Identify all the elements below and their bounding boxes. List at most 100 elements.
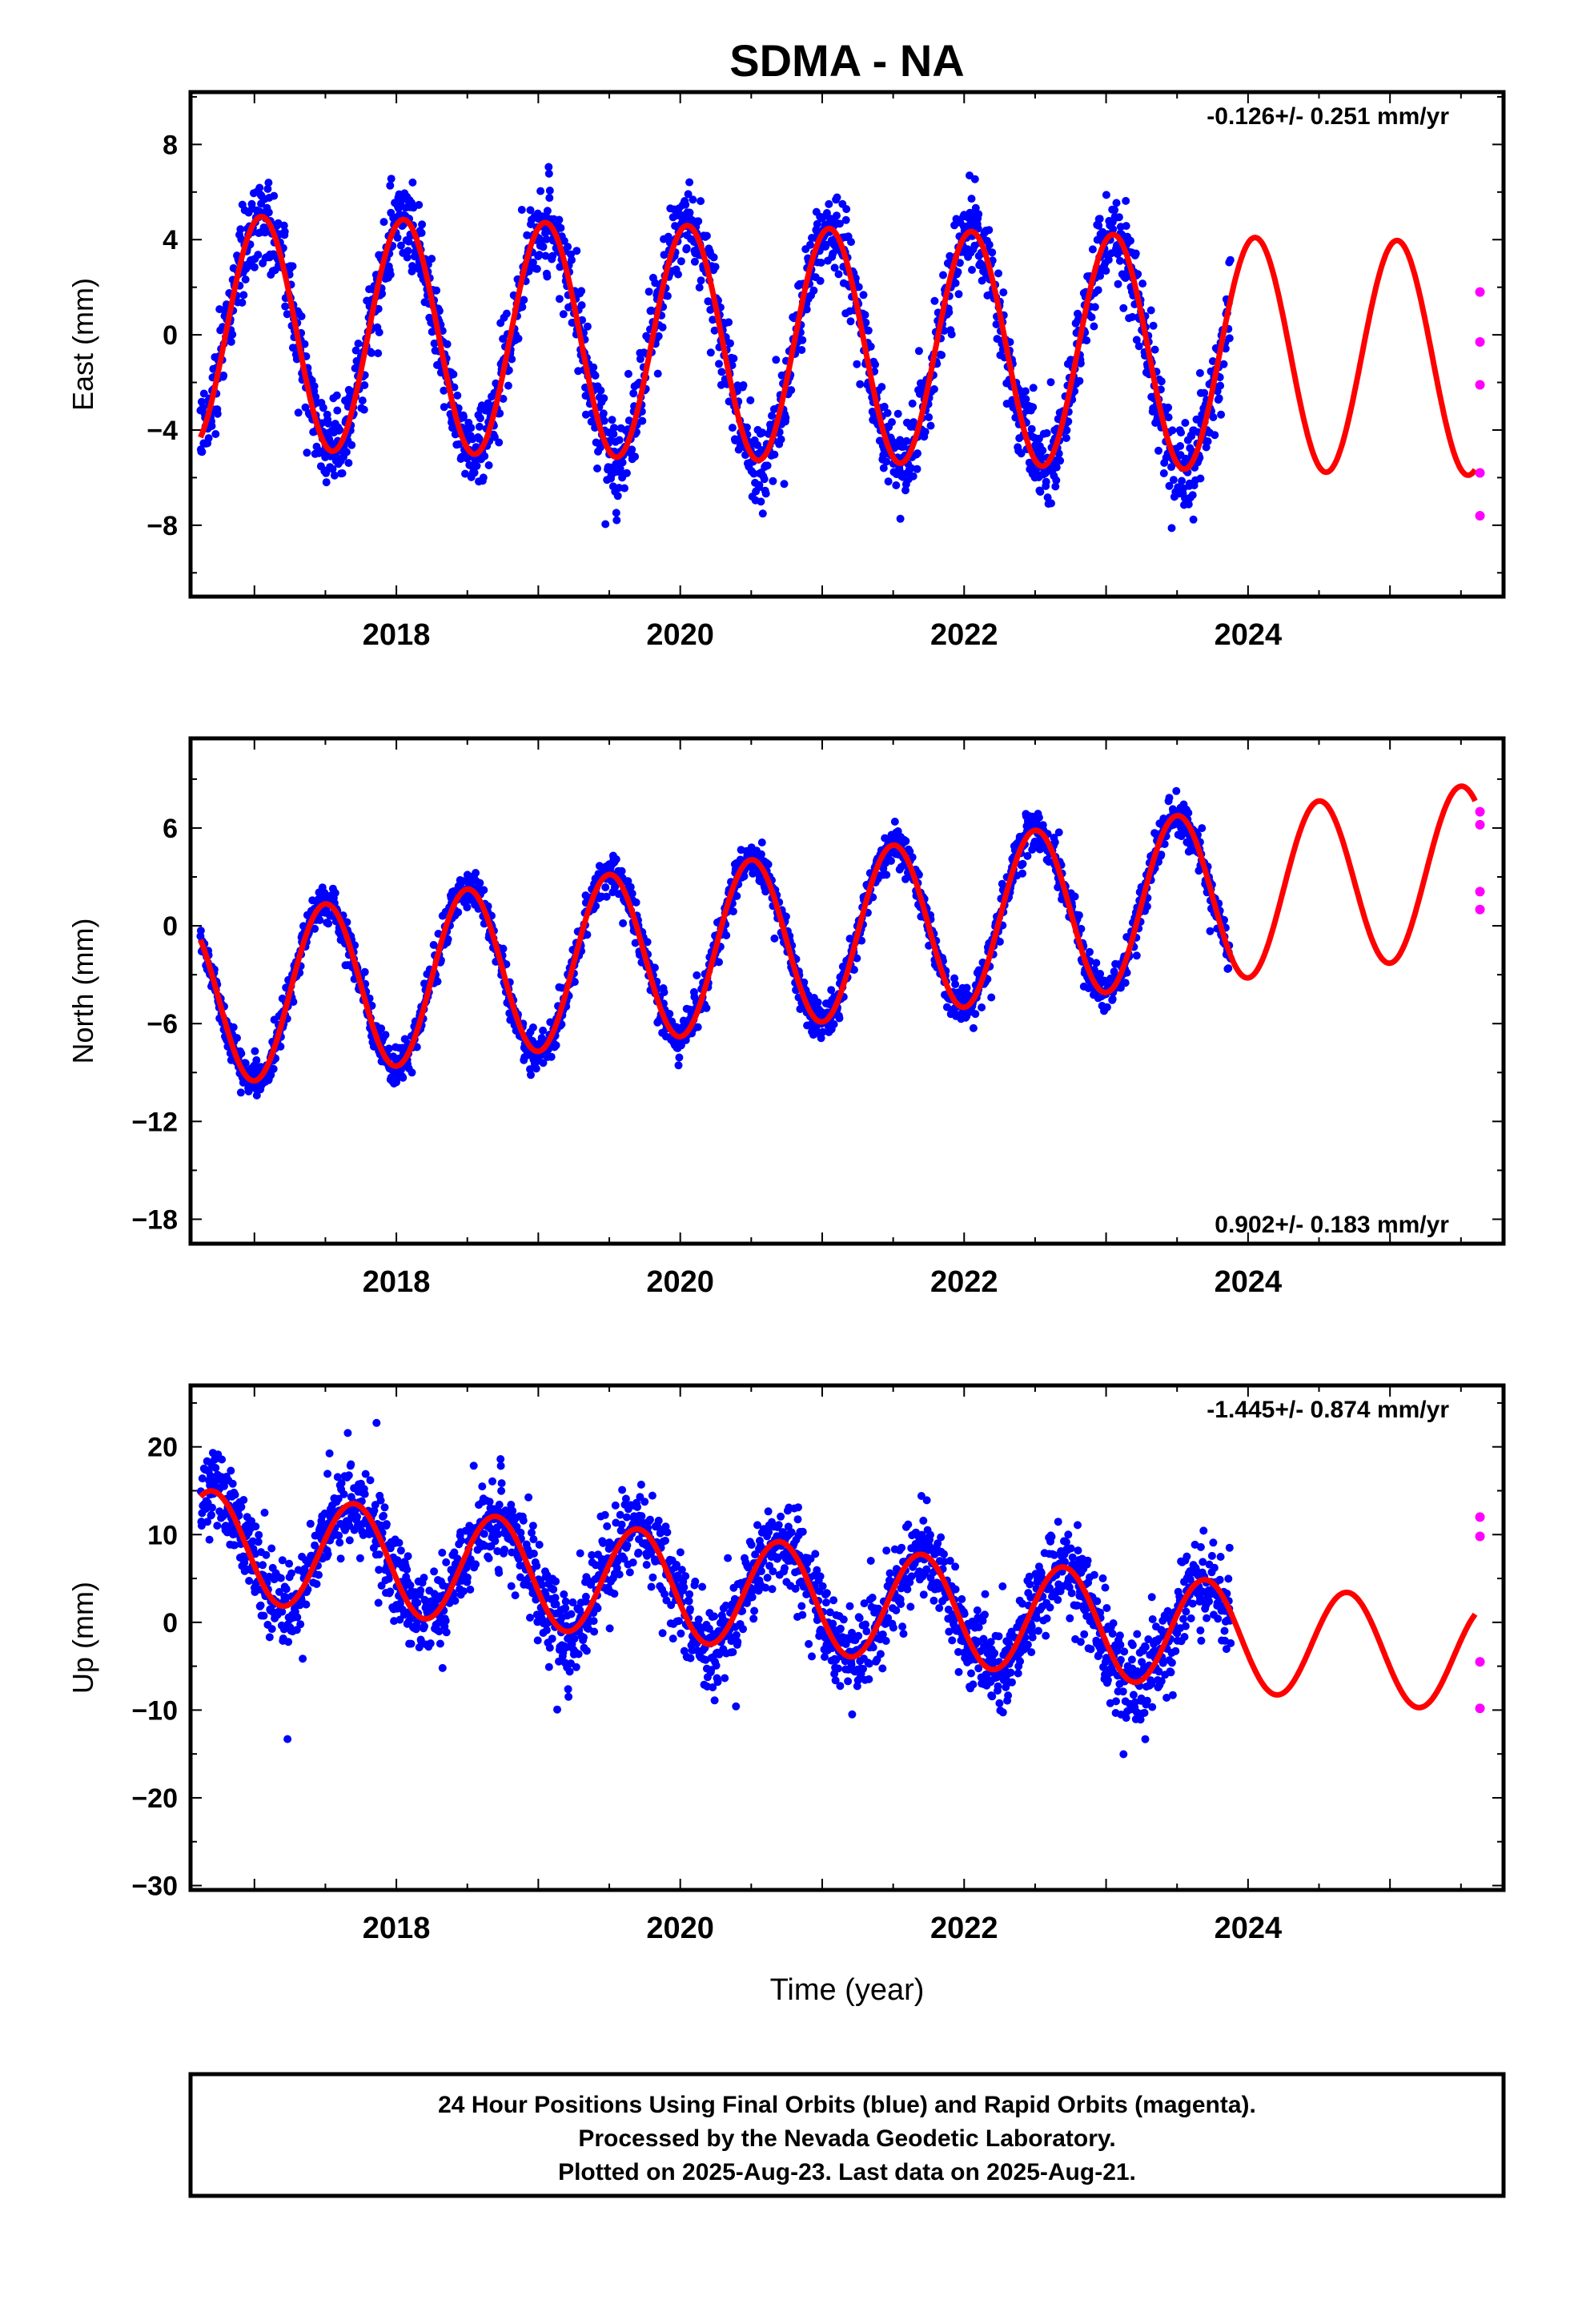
east-data-point bbox=[813, 227, 821, 235]
east-data-point bbox=[560, 236, 568, 245]
east-data-point bbox=[544, 163, 553, 171]
east-data-point bbox=[939, 271, 947, 279]
up-data-point bbox=[335, 1538, 344, 1547]
up-data-point bbox=[198, 1474, 207, 1483]
east-rapid-point bbox=[1475, 510, 1485, 521]
east-data-point bbox=[631, 452, 640, 461]
east-data-point bbox=[988, 248, 997, 257]
north-data-point bbox=[602, 892, 611, 901]
east-data-point bbox=[755, 480, 764, 489]
north-data-point bbox=[1206, 927, 1215, 935]
north-data-point bbox=[377, 1024, 386, 1033]
north-data-point bbox=[547, 1052, 556, 1061]
east-data-point bbox=[879, 464, 888, 472]
east-data-point bbox=[1109, 225, 1118, 234]
east-data-point bbox=[572, 247, 581, 255]
east-data-point bbox=[476, 414, 484, 423]
east-data-point bbox=[710, 326, 719, 335]
east-data-point bbox=[1062, 434, 1070, 442]
north-data-point bbox=[1224, 964, 1233, 973]
east-data-point bbox=[475, 422, 484, 431]
north-y-tick-label: −18 bbox=[131, 1204, 178, 1235]
east-data-point bbox=[301, 403, 310, 412]
north-data-point bbox=[408, 1068, 416, 1077]
east-data-point bbox=[1114, 279, 1122, 288]
east-data-point bbox=[985, 226, 994, 235]
east-data-point bbox=[612, 516, 621, 525]
east-data-point bbox=[802, 305, 811, 314]
east-data-point bbox=[825, 199, 833, 208]
up-data-point bbox=[220, 1482, 228, 1490]
east-data-point bbox=[780, 480, 789, 489]
up-y-tick-label: 10 bbox=[147, 1520, 178, 1550]
east-data-point bbox=[1150, 345, 1159, 354]
north-data-point bbox=[729, 907, 737, 916]
east-data-point bbox=[359, 405, 368, 414]
east-data-point bbox=[846, 317, 855, 326]
east-data-point bbox=[1051, 482, 1060, 491]
east-data-point bbox=[443, 340, 452, 348]
east-data-point bbox=[674, 270, 682, 279]
east-data-point bbox=[379, 218, 388, 227]
up-x-tick-label: 2022 bbox=[930, 1912, 998, 1945]
east-data-point bbox=[1104, 255, 1113, 264]
east-data-point bbox=[583, 322, 592, 331]
east-data-point bbox=[636, 355, 644, 364]
north-data-point bbox=[626, 883, 635, 891]
east-data-point bbox=[787, 386, 796, 395]
north-data-point bbox=[236, 1088, 245, 1097]
east-data-point bbox=[596, 443, 604, 452]
east-data-point bbox=[624, 369, 632, 378]
up-data-point bbox=[256, 1601, 265, 1610]
east-data-point bbox=[294, 408, 303, 417]
east-data-point bbox=[1132, 336, 1141, 344]
east-data-point bbox=[589, 363, 598, 372]
east-data-point bbox=[629, 389, 638, 398]
east-data-point bbox=[967, 195, 976, 203]
east-data-point bbox=[695, 283, 704, 292]
north-data-point bbox=[1092, 959, 1101, 967]
up-x-tick-label: 2024 bbox=[1215, 1912, 1283, 1945]
north-data-point bbox=[1157, 850, 1166, 859]
north-data-point bbox=[971, 1010, 980, 1019]
east-data-point bbox=[1216, 381, 1225, 390]
east-data-point bbox=[913, 449, 921, 458]
east-data-point bbox=[951, 279, 960, 287]
up-data-point bbox=[227, 1466, 235, 1475]
east-data-point bbox=[556, 223, 565, 232]
figure-title: SDMA - NA bbox=[729, 35, 964, 86]
north-data-point bbox=[528, 1023, 537, 1031]
east-data-point bbox=[197, 397, 206, 406]
east-data-point bbox=[908, 399, 917, 408]
east-data-point bbox=[620, 484, 628, 493]
north-data-point bbox=[1054, 828, 1063, 837]
east-data-point bbox=[532, 264, 541, 273]
east-data-point bbox=[596, 386, 605, 395]
east-data-point bbox=[728, 424, 737, 432]
east-data-point bbox=[777, 435, 785, 444]
east-data-point bbox=[760, 475, 769, 484]
east-data-point bbox=[344, 459, 353, 468]
north-data-point bbox=[978, 1003, 986, 1011]
east-data-point bbox=[847, 238, 855, 247]
up-data-point bbox=[336, 1554, 345, 1563]
up-data-point bbox=[197, 1522, 206, 1530]
north-data-point bbox=[276, 1042, 285, 1051]
east-data-point bbox=[968, 266, 976, 274]
east-data-point bbox=[1082, 336, 1091, 345]
north-y-tick-label: 0 bbox=[163, 911, 178, 942]
east-data-point bbox=[354, 340, 363, 348]
north-rapid-point bbox=[1475, 887, 1485, 897]
east-data-point bbox=[333, 406, 342, 415]
east-data-point bbox=[517, 206, 526, 214]
east-data-point bbox=[739, 381, 748, 389]
east-data-point bbox=[1119, 304, 1128, 312]
up-data-point bbox=[315, 1570, 323, 1579]
east-data-point bbox=[360, 381, 369, 389]
up-final-points bbox=[196, 1418, 1235, 1759]
east-data-point bbox=[520, 296, 528, 304]
east-data-point bbox=[835, 219, 844, 228]
east-data-point bbox=[470, 468, 479, 477]
east-data-point bbox=[681, 200, 690, 209]
